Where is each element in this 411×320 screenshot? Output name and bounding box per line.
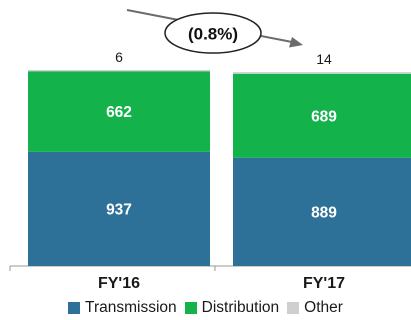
total-label-other-0: 6	[115, 49, 123, 65]
change-arrow-head	[289, 37, 303, 48]
legend: Transmission Distribution Other	[0, 298, 411, 318]
data-label-transmission-0: 937	[106, 201, 132, 218]
bar-distribution-0	[28, 71, 210, 152]
change-annotation-text: (0.8%)	[188, 25, 238, 44]
x-tick-label-1: FY'17	[303, 275, 345, 292]
legend-item-transmission: Transmission	[68, 299, 177, 317]
legend-swatch-transmission	[68, 302, 81, 314]
bar-transmission-1	[233, 157, 411, 266]
data-label-distribution-0: 662	[106, 104, 132, 121]
total-label-other-1: 14	[316, 51, 332, 67]
legend-item-other: Other	[287, 299, 343, 317]
legend-label-transmission: Transmission	[85, 299, 177, 316]
legend-label-distribution: Distribution	[201, 299, 280, 316]
bar-transmission-0	[28, 151, 210, 266]
data-label-transmission-1: 889	[311, 204, 337, 221]
legend-label-other: Other	[304, 299, 343, 316]
stacked-bar-chart: 937 662 6 FY'16 889 689 14 FY'17 (0.8%)	[9, 9, 411, 292]
legend-swatch-other	[287, 302, 300, 314]
data-label-distribution-1: 689	[311, 108, 337, 125]
x-tick-label-0: FY'16	[98, 275, 140, 292]
bar-distribution-1	[233, 73, 411, 158]
change-annotation-bubble	[164, 12, 262, 54]
bar-other-0	[28, 70, 210, 72]
legend-item-distribution: Distribution	[184, 299, 280, 317]
legend-swatch-distribution	[184, 302, 197, 314]
bar-other-1	[233, 72, 411, 74]
